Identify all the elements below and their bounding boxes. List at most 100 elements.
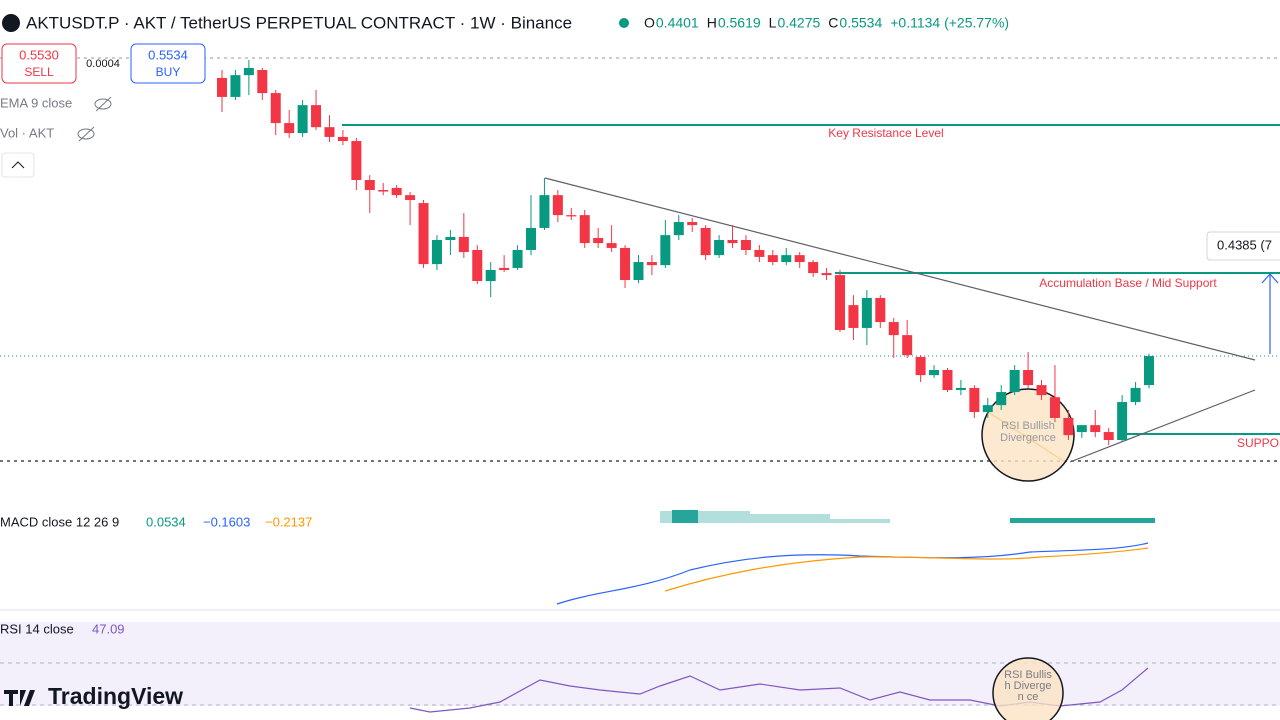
candle-body — [431, 240, 442, 265]
candle-body — [633, 262, 644, 280]
candle-body — [243, 67, 254, 76]
candle-body — [660, 235, 671, 266]
annotation: SUPPOR — [1237, 436, 1280, 450]
sell-label: SELL — [24, 65, 54, 79]
sell-price: 0.5530 — [19, 47, 59, 62]
candle-body — [955, 387, 966, 390]
ohlc-key: H — [707, 15, 717, 31]
measure-label: 0.4385 (7 — [1217, 237, 1272, 252]
candle-body — [217, 77, 227, 97]
buy-price: 0.5534 — [148, 47, 188, 62]
candle-body — [1063, 417, 1074, 436]
candle-body — [1117, 402, 1128, 440]
sell-button[interactable] — [1, 43, 77, 84]
candle-body — [875, 297, 886, 323]
buy-button[interactable] — [130, 43, 206, 84]
trendline — [1069, 389, 1256, 463]
candle-body — [687, 222, 698, 226]
candle-body — [297, 105, 308, 134]
annotation: RSI Bullish Divergen ce — [1004, 670, 1052, 703]
candle-body — [499, 267, 510, 270]
candle-body — [364, 180, 375, 190]
candle-body — [929, 370, 940, 376]
candle-body — [311, 105, 322, 128]
rsi-label[interactable]: RSI 14 close — [0, 621, 74, 636]
spread: 0.0004 — [86, 58, 120, 70]
candle-body — [526, 227, 536, 250]
macd-label[interactable]: MACD close 12 26 9 — [0, 514, 119, 529]
candle-body — [512, 250, 523, 268]
ohlc-value: 0.5619 — [718, 15, 761, 31]
candle-body — [1144, 356, 1154, 386]
candle-body — [646, 262, 657, 266]
candle-body — [888, 322, 899, 336]
candle-body — [552, 195, 563, 216]
annotation: Accumulation Base / Mid Support — [1039, 276, 1217, 290]
trendline — [544, 177, 1256, 361]
candle-body — [418, 203, 429, 265]
macd-value: −0.2137 — [265, 514, 312, 529]
candle-body — [835, 275, 845, 330]
symbol-icon — [2, 14, 20, 32]
candle-body — [996, 392, 1007, 406]
indicator-legend[interactable]: Vol · AKT — [0, 125, 54, 140]
candle-body — [1049, 397, 1060, 418]
macd-histogram — [660, 510, 1155, 523]
candle-body — [700, 227, 711, 256]
candle-body — [606, 243, 617, 248]
candle-body — [1023, 370, 1034, 386]
candle-body — [579, 215, 590, 244]
ohlc: O 0.4401 H 0.5619 L 0.4275 C 0.5534 — [644, 15, 882, 31]
candle-body — [539, 195, 550, 228]
candle-body — [445, 236, 456, 240]
symbol-title[interactable]: AKTUSDT.P · AKT / TetherUS PERPETUAL CON… — [26, 13, 572, 32]
candle-body — [405, 195, 416, 200]
macd-value: −0.1603 — [203, 514, 250, 529]
hide-icon[interactable] — [77, 96, 112, 142]
brand: TradingView — [48, 683, 183, 709]
candle-body — [337, 136, 348, 142]
candle-body — [767, 255, 778, 263]
buy-label: BUY — [156, 65, 181, 79]
candle-body — [1090, 425, 1101, 433]
candle-body — [1009, 370, 1020, 393]
rsi-value: 47.09 — [92, 621, 125, 636]
candle-body — [230, 75, 241, 97]
ohlc-key: C — [828, 15, 838, 31]
candle-body — [270, 93, 281, 124]
candle-body — [982, 405, 993, 413]
ohlc-key: O — [644, 15, 655, 31]
ohlc-value: 0.4275 — [777, 15, 820, 31]
candle-body — [727, 240, 738, 244]
ohlc-key: L — [769, 15, 777, 31]
candles — [217, 60, 1154, 446]
candle-body — [714, 240, 725, 256]
candle-body — [593, 237, 604, 244]
candle-body — [1076, 425, 1087, 433]
indicator-legend[interactable]: EMA 9 close — [0, 95, 72, 110]
brand-logo — [4, 690, 35, 706]
candle-body — [472, 250, 483, 282]
candle-body — [808, 262, 819, 274]
candle-body — [351, 141, 362, 180]
candle-body — [620, 247, 631, 280]
ohlc-value: 0.4401 — [656, 15, 699, 31]
candle-body — [781, 255, 792, 263]
candle-body — [1130, 387, 1141, 403]
annotation: Key Resistance Level — [828, 126, 943, 140]
candle-body — [1036, 385, 1047, 396]
collapse-button[interactable] — [1, 152, 35, 178]
candle-body — [915, 356, 926, 376]
rsi-band — [0, 622, 1280, 706]
measure-box — [1206, 231, 1280, 261]
candle-body — [391, 187, 402, 196]
change: +0.1134 (+25.77%) — [890, 15, 1009, 31]
measure-arrow-head — [1261, 273, 1279, 284]
candle-body — [848, 305, 859, 328]
macd-line — [556, 542, 1149, 605]
candle-body — [566, 215, 577, 217]
candle-body — [821, 273, 832, 276]
candle-body — [485, 270, 496, 282]
